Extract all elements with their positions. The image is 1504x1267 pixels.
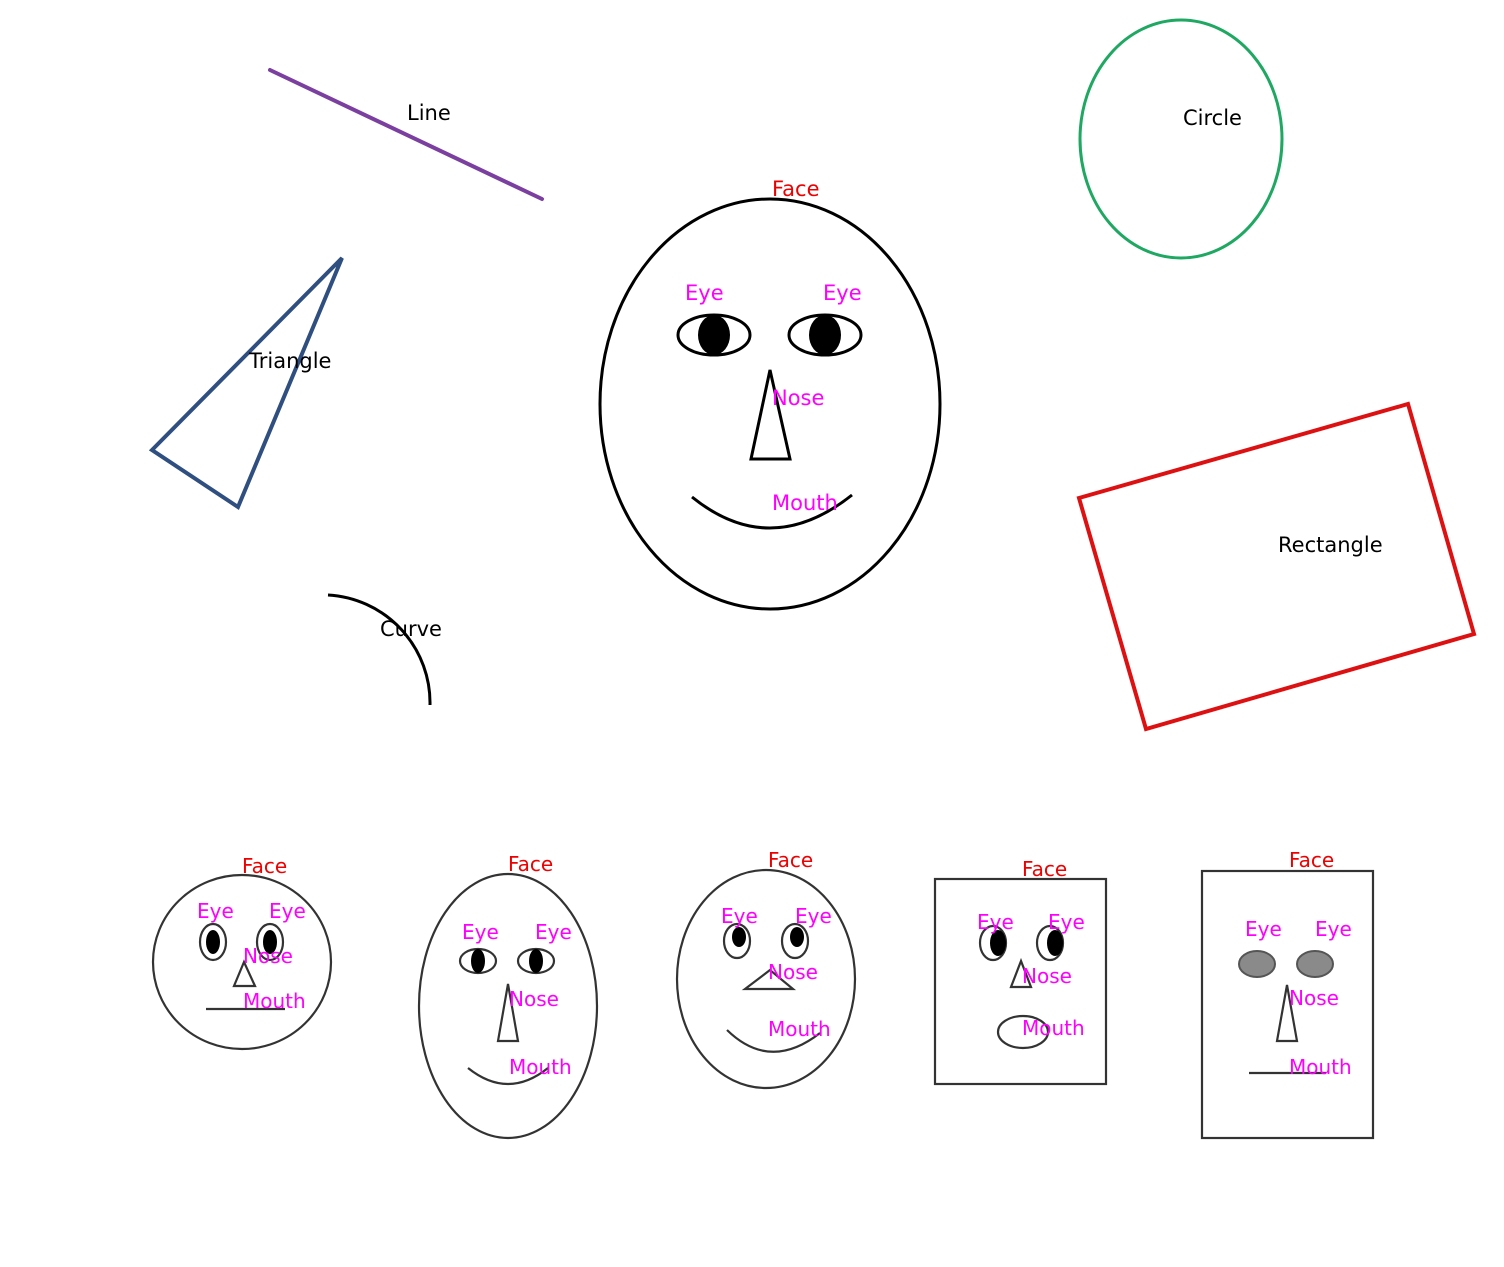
small-face-1-eye-left <box>198 922 228 962</box>
rectangle-label: Rectangle <box>1278 533 1383 557</box>
main-nose <box>749 369 792 461</box>
line-shape-group: Line <box>268 68 544 201</box>
small-face-1-nose-label: Nose <box>243 944 293 968</box>
small-face-4-eye-left-label: Eye <box>977 910 1014 934</box>
small-face-5-eye-left <box>1238 950 1276 978</box>
small-face-2-pupil-left <box>471 949 485 973</box>
small-face-2-nose <box>496 983 520 1043</box>
small-face-3-eye-left-label: Eye <box>721 904 758 928</box>
small-face-4-pupil-right <box>1047 930 1063 956</box>
small-face-4-mouth <box>996 1014 1050 1050</box>
small-face-1-label: Face <box>242 854 287 878</box>
small-face-2: Face Eye Eye Nose Mouth <box>417 852 599 1140</box>
small-face-5-nose <box>1275 984 1299 1043</box>
small-face-1-pupil-left <box>206 930 220 954</box>
small-face-4-eye-right-label: Eye <box>1048 910 1085 934</box>
small-face-3: Face Eye Eye Nose Mouth <box>675 848 857 1090</box>
small-face-4: Face Eye Eye Nose Mouth <box>933 857 1108 1086</box>
small-face-4-outline <box>933 877 1108 1086</box>
small-face-5-nose-label: Nose <box>1289 986 1339 1010</box>
triangle-shape <box>148 256 344 511</box>
small-face-5-label: Face <box>1289 848 1334 872</box>
small-face-2-eye-left-label: Eye <box>462 920 499 944</box>
main-face-group: Face Eye Eye Nose Mouth <box>598 177 942 611</box>
main-face-label: Face <box>772 177 820 201</box>
small-face-4-label: Face <box>1022 857 1067 881</box>
rectangle-shape <box>1076 401 1477 732</box>
main-eye-right-pupil <box>809 315 841 355</box>
main-eye-left-pupil <box>698 315 730 355</box>
small-face-3-nose-label: Nose <box>768 960 818 984</box>
small-face-2-label: Face <box>508 852 553 876</box>
small-face-1-outline <box>151 873 333 1051</box>
main-mouth <box>691 493 853 530</box>
small-face-3-eye-right <box>780 922 810 960</box>
small-face-1-pupil-right <box>263 930 277 954</box>
rectangle-shape-group: Rectangle <box>1076 401 1477 732</box>
small-face-1-eye-right-label: Eye <box>269 899 306 923</box>
curve-label: Curve <box>380 617 442 641</box>
small-face-1-nose <box>232 959 257 988</box>
small-face-2-mouth <box>467 1067 549 1086</box>
small-face-4-pupil-left <box>990 930 1006 956</box>
main-eye-left <box>676 313 752 357</box>
small-face-5-eye-left-label: Eye <box>1245 917 1282 941</box>
small-face-3-mouth-label: Mouth <box>768 1017 831 1041</box>
small-face-3-pupil-right <box>790 927 804 947</box>
line-shape <box>268 68 544 201</box>
small-face-3-nose <box>741 968 797 991</box>
small-face-5-eye-right-label: Eye <box>1315 917 1352 941</box>
small-face-3-eye-left <box>722 922 752 960</box>
curve-shape-group: Curve <box>327 593 442 706</box>
small-face-3-eye-right-label: Eye <box>795 904 832 928</box>
circle-label: Circle <box>1183 106 1242 130</box>
main-eye-left-label: Eye <box>685 281 724 305</box>
small-face-2-mouth-label: Mouth <box>509 1055 572 1079</box>
small-face-5: Face Eye Eye Nose Mouth <box>1200 848 1375 1140</box>
main-eye-right <box>787 313 863 357</box>
small-face-2-eye-right-label: Eye <box>535 920 572 944</box>
small-face-5-mouth-label: Mouth <box>1289 1055 1352 1079</box>
main-face-outline <box>598 197 942 611</box>
small-face-3-outline <box>675 868 857 1090</box>
small-face-4-mouth-label: Mouth <box>1022 1016 1085 1040</box>
small-face-5-eye-right <box>1296 950 1334 978</box>
main-eye-right-label: Eye <box>823 281 862 305</box>
small-face-2-outline <box>417 872 599 1140</box>
curve-shape <box>327 593 432 706</box>
circle-shape <box>1078 18 1284 260</box>
small-face-3-label: Face <box>768 848 813 872</box>
circle-shape-group: Circle <box>1078 18 1284 260</box>
small-face-2-nose-label: Nose <box>509 987 559 1011</box>
main-mouth-label: Mouth <box>772 491 838 515</box>
small-face-3-mouth <box>726 1029 821 1053</box>
small-face-1-mouth-label: Mouth <box>243 989 306 1013</box>
small-face-4-nose-label: Nose <box>1022 964 1072 988</box>
small-face-4-nose <box>1009 957 1033 989</box>
small-face-1-eye-left-label: Eye <box>197 899 234 923</box>
small-face-2-pupil-right <box>529 949 543 973</box>
small-face-1: Face Eye Eye Nose Mouth <box>151 854 333 1051</box>
triangle-label: Triangle <box>248 349 331 373</box>
small-face-5-outline <box>1200 869 1375 1140</box>
line-label: Line <box>407 101 451 125</box>
triangle-shape-group: Triangle <box>148 256 344 511</box>
main-nose-label: Nose <box>772 386 824 410</box>
small-face-3-pupil-left <box>732 927 746 947</box>
small-face-1-eye-right <box>255 922 285 962</box>
